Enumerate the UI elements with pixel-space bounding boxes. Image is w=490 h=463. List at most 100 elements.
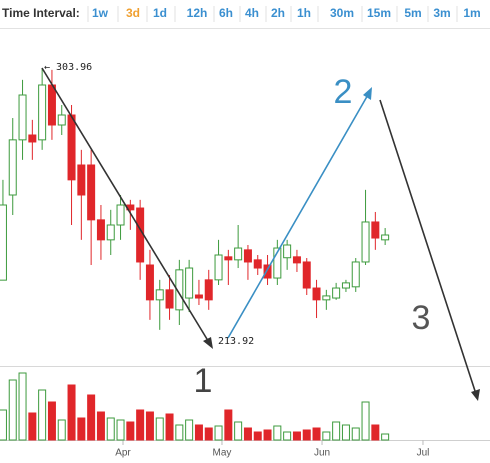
volume-bar bbox=[47, 401, 56, 441]
volume-bar bbox=[292, 431, 301, 441]
candle-body bbox=[18, 94, 27, 141]
interval-buttons: 1w 3d 1d 12h 6h 4h 2h 1h 30m 15m 5m 3m 1m bbox=[87, 6, 481, 22]
arrow-head bbox=[471, 389, 480, 401]
volume-bar bbox=[18, 372, 27, 441]
volume-bar bbox=[136, 409, 145, 441]
candle-body bbox=[224, 256, 233, 261]
trend-arrow-3 bbox=[379, 99, 477, 395]
candle-body bbox=[194, 294, 203, 299]
candle-body bbox=[8, 139, 17, 196]
interval-button[interactable]: 1d bbox=[153, 6, 167, 20]
volume-bar bbox=[116, 419, 125, 441]
interval-button[interactable]: 1w bbox=[92, 6, 109, 20]
candle-body bbox=[28, 134, 37, 143]
candle-body bbox=[283, 244, 292, 259]
candle-body bbox=[87, 164, 96, 221]
candle-body bbox=[136, 207, 145, 263]
volume-bar bbox=[351, 427, 360, 441]
volume-bar bbox=[263, 429, 272, 441]
interval-button[interactable]: 30m bbox=[330, 6, 354, 20]
wave-label: 3 bbox=[412, 299, 431, 337]
volume-bar bbox=[381, 433, 390, 441]
annotation-high: ← 303.96 bbox=[44, 62, 92, 73]
candle-body bbox=[0, 204, 7, 281]
volume-bar bbox=[273, 425, 282, 441]
candle-body bbox=[38, 84, 47, 141]
interval-button[interactable]: 1h bbox=[297, 6, 311, 20]
trend-arrow-2 bbox=[227, 92, 370, 339]
interval-button[interactable]: 2h bbox=[271, 6, 285, 20]
volume-bar bbox=[77, 417, 86, 441]
interval-button[interactable]: 15m bbox=[367, 6, 391, 20]
candle-body bbox=[77, 164, 86, 196]
wave-label: 1 bbox=[194, 362, 213, 400]
interval-button[interactable]: 1m bbox=[463, 6, 480, 20]
volume-bar bbox=[145, 411, 154, 441]
interval-button[interactable]: 3m bbox=[433, 6, 450, 20]
volume-bar bbox=[243, 427, 252, 441]
volume-bar bbox=[8, 379, 17, 441]
candle-body bbox=[332, 287, 341, 299]
plot: Apr May Jun Jul bbox=[0, 68, 429, 459]
volume-bar bbox=[312, 427, 321, 441]
wave-label: 2 bbox=[334, 73, 353, 111]
candle-body bbox=[175, 269, 184, 311]
volume-bar bbox=[194, 424, 203, 441]
interval-button[interactable]: 6h bbox=[219, 6, 233, 20]
candle-body bbox=[341, 282, 350, 289]
volume-bar bbox=[341, 424, 350, 441]
arrow-head bbox=[203, 337, 213, 349]
volume-bar bbox=[67, 384, 76, 441]
x-tick-label: Apr bbox=[115, 448, 131, 459]
candle-body bbox=[292, 256, 301, 264]
candle-body bbox=[234, 247, 243, 261]
candle-body bbox=[185, 267, 194, 299]
candle-body bbox=[145, 264, 154, 301]
interval-button[interactable]: 5m bbox=[404, 6, 421, 20]
interval-button[interactable]: 12h bbox=[187, 6, 208, 20]
candle-body bbox=[273, 247, 282, 279]
volume-bar bbox=[185, 419, 194, 441]
x-tick-label: May bbox=[213, 448, 232, 459]
volume-bar bbox=[165, 413, 174, 441]
volume-bar bbox=[234, 421, 243, 441]
candle-body bbox=[106, 224, 115, 241]
candle-body bbox=[243, 249, 252, 263]
volume-bar bbox=[106, 417, 115, 441]
candle-body bbox=[381, 234, 390, 241]
volume-bar bbox=[0, 409, 7, 441]
candle-body bbox=[263, 264, 272, 279]
annotation-low: 213.92 bbox=[218, 336, 254, 347]
volume-bar bbox=[214, 425, 223, 441]
interval-button[interactable]: 3d bbox=[126, 6, 140, 20]
interval-button[interactable]: 4h bbox=[245, 6, 259, 20]
volume-bar bbox=[204, 427, 213, 441]
candle-body bbox=[67, 114, 76, 181]
volume-bar bbox=[361, 401, 370, 441]
candle-body bbox=[116, 204, 125, 226]
volume-bar bbox=[57, 419, 66, 441]
candle-body bbox=[312, 287, 321, 301]
candle-body bbox=[165, 289, 174, 309]
volume-bar bbox=[253, 431, 262, 441]
volume-bar bbox=[322, 431, 331, 441]
toolbar-label: Time Interval: bbox=[2, 6, 80, 20]
volume-bar bbox=[175, 424, 184, 441]
trend-arrow-1 bbox=[41, 67, 211, 345]
volume-bar bbox=[332, 421, 341, 441]
volume-bar bbox=[371, 424, 380, 441]
candle-body bbox=[351, 261, 360, 288]
candle-body bbox=[204, 279, 213, 301]
candle-body bbox=[322, 295, 331, 301]
volume-bar bbox=[155, 417, 164, 441]
candle-body bbox=[253, 259, 262, 269]
x-tick-label: Jun bbox=[314, 448, 330, 459]
candle-body bbox=[96, 219, 105, 241]
volume-bar bbox=[302, 429, 311, 441]
volume-bar bbox=[283, 431, 292, 441]
x-tick-label: Jul bbox=[417, 448, 430, 459]
arrow-head bbox=[363, 87, 372, 100]
candle-body bbox=[155, 289, 164, 301]
candle-body bbox=[214, 254, 223, 281]
